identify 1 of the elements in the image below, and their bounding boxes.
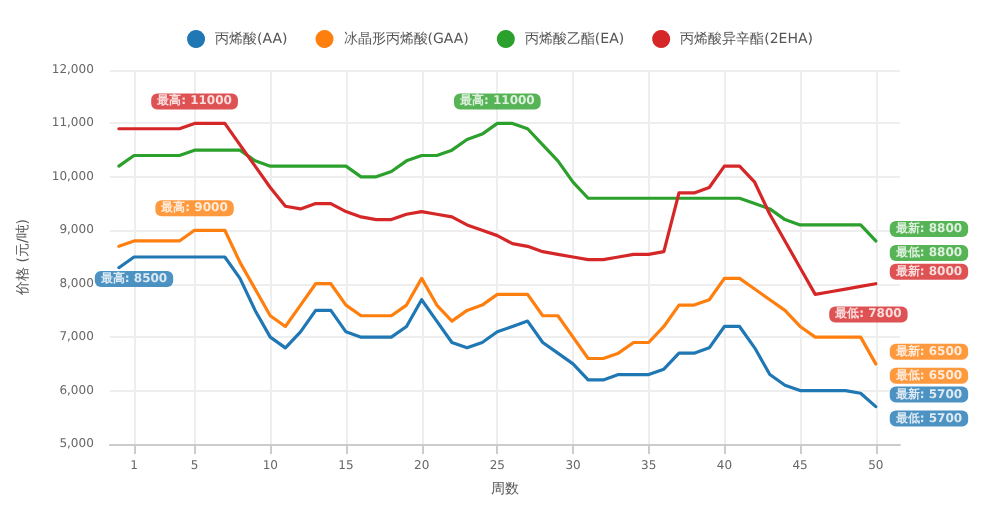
line-series xyxy=(117,121,878,243)
